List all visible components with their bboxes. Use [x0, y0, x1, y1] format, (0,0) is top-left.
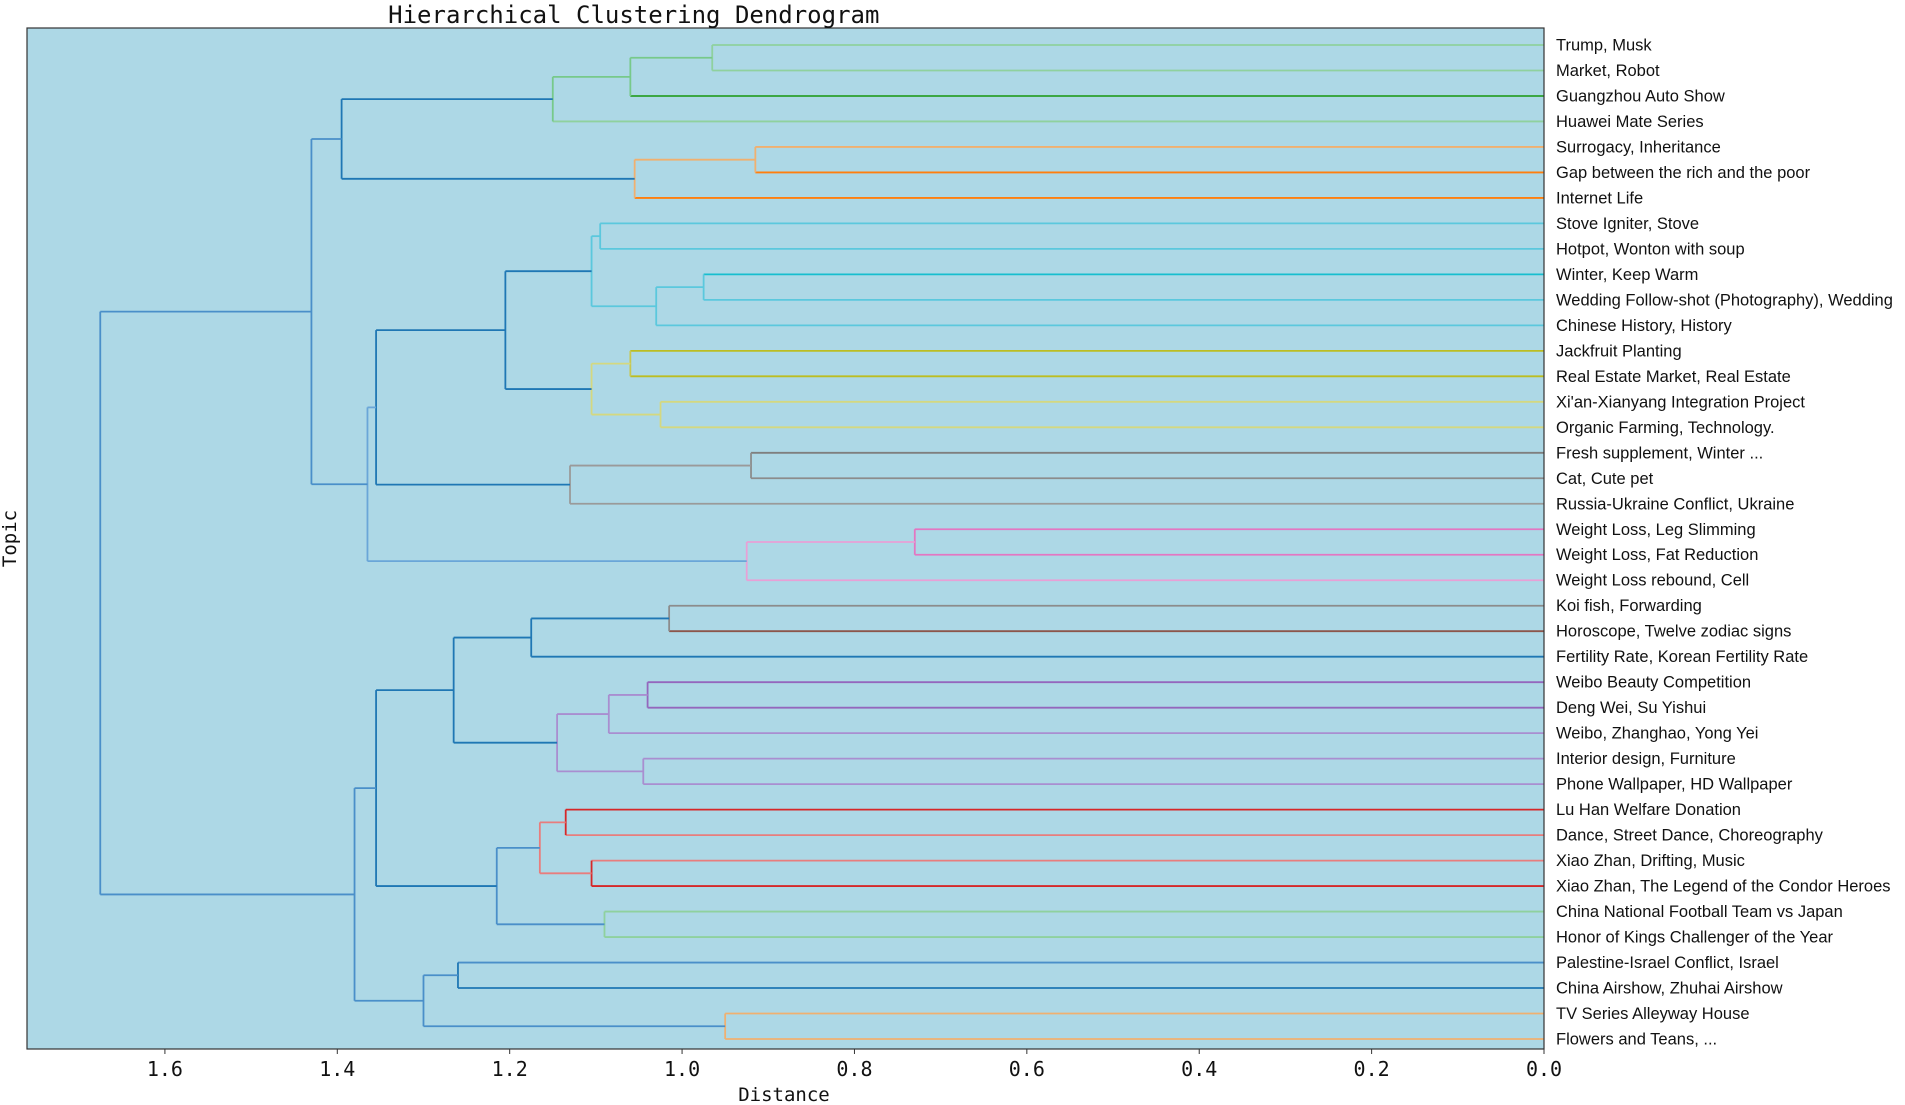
- leaf-label: Fresh supplement, Winter ...: [1556, 444, 1763, 462]
- x-axis-title: Distance: [738, 1084, 830, 1105]
- leaf-label: Xiao Zhan, Drifting, Music: [1556, 852, 1745, 870]
- leaf-label: China National Football Team vs Japan: [1556, 903, 1843, 921]
- leaf-label: Market, Robot: [1556, 62, 1660, 80]
- x-tick-label: 1.0: [664, 1057, 700, 1081]
- leaf-label: Russia-Ukraine Conflict, Ukraine: [1556, 495, 1794, 513]
- leaf-label: Flowers and Teans, ...: [1556, 1031, 1717, 1049]
- leaf-label: Hotpot, Wonton with soup: [1556, 240, 1745, 258]
- chart-title: Hierarchical Clustering Dendrogram: [388, 1, 879, 29]
- leaf-label: Weight Loss, Fat Reduction: [1556, 546, 1758, 564]
- leaf-label: Deng Wei, Su Yishui: [1556, 699, 1706, 717]
- leaf-label: Weight Loss rebound, Cell: [1556, 572, 1749, 590]
- leaf-label: Jackfruit Planting: [1556, 342, 1682, 360]
- leaf-label: Interior design, Furniture: [1556, 750, 1736, 768]
- x-axis-ticks: 1.6 1.4 1.2 1.0 0.8 0.6 0.4 0.2 0.0: [147, 1049, 1562, 1081]
- leaf-label: Wedding Follow-shot (Photography), Weddi…: [1556, 291, 1893, 309]
- x-tick-label: 0.6: [1009, 1057, 1045, 1081]
- x-tick-label: 1.4: [319, 1057, 355, 1081]
- leaf-label: Xiao Zhan, The Legend of the Condor Hero…: [1556, 878, 1891, 896]
- dendrogram-links: [99, 44, 1544, 1040]
- leaf-label: Xi'an-Xianyang Integration Project: [1556, 393, 1805, 411]
- leaf-label: Palestine-Israel Conflict, Israel: [1556, 954, 1779, 972]
- x-tick-label: 0.0: [1526, 1057, 1562, 1081]
- plot-background: [27, 28, 1544, 1049]
- leaf-label: Surrogacy, Inheritance: [1556, 138, 1721, 156]
- plot-frame: [26, 27, 1545, 1050]
- leaf-label: Weibo, Zhanghao, Yong Yei: [1556, 725, 1758, 743]
- leaf-label: Weibo Beauty Competition: [1556, 674, 1751, 692]
- leaf-label: Dance, Street Dance, Choreography: [1556, 827, 1824, 845]
- y-axis-title: Topic: [0, 510, 21, 567]
- leaf-label: Cat, Cute pet: [1556, 470, 1654, 488]
- leaf-label: Horoscope, Twelve zodiac signs: [1556, 623, 1791, 641]
- x-tick-label: 0.4: [1181, 1057, 1217, 1081]
- leaf-label: Trump, Musk: [1556, 37, 1652, 55]
- x-tick-label: 1.2: [492, 1057, 528, 1081]
- leaf-label: Phone Wallpaper, HD Wallpaper: [1556, 776, 1793, 794]
- x-tick-label: 0.2: [1354, 1057, 1390, 1081]
- leaf-label: Fertility Rate, Korean Fertility Rate: [1556, 648, 1808, 666]
- leaf-labels: Trump, Musk Market, Robot Guangzhou Auto S…: [1556, 37, 1893, 1049]
- leaf-label: TV Series Alleyway House: [1556, 1005, 1750, 1023]
- leaf-label: Lu Han Welfare Donation: [1556, 801, 1741, 819]
- leaf-label: Huawei Mate Series: [1556, 113, 1704, 131]
- leaf-label: Stove Igniter, Stove: [1556, 215, 1699, 233]
- leaf-label: Organic Farming, Technology.: [1556, 419, 1775, 437]
- leaf-label: Gap between the rich and the poor: [1556, 164, 1811, 182]
- leaf-label: Weight Loss, Leg Slimming: [1556, 521, 1756, 539]
- leaf-label: Guangzhou Auto Show: [1556, 87, 1725, 105]
- x-tick-label: 1.6: [147, 1057, 183, 1081]
- leaf-label: Koi fish, Forwarding: [1556, 597, 1702, 615]
- leaf-label: Internet Life: [1556, 189, 1643, 207]
- leaf-label: Honor of Kings Challenger of the Year: [1556, 929, 1834, 947]
- x-tick-label: 0.8: [836, 1057, 872, 1081]
- leaf-label: Winter, Keep Warm: [1556, 266, 1698, 284]
- leaf-label: Real Estate Market, Real Estate: [1556, 368, 1791, 386]
- leaf-label: Chinese History, History: [1556, 317, 1732, 335]
- leaf-label: China Airshow, Zhuhai Airshow: [1556, 980, 1783, 998]
